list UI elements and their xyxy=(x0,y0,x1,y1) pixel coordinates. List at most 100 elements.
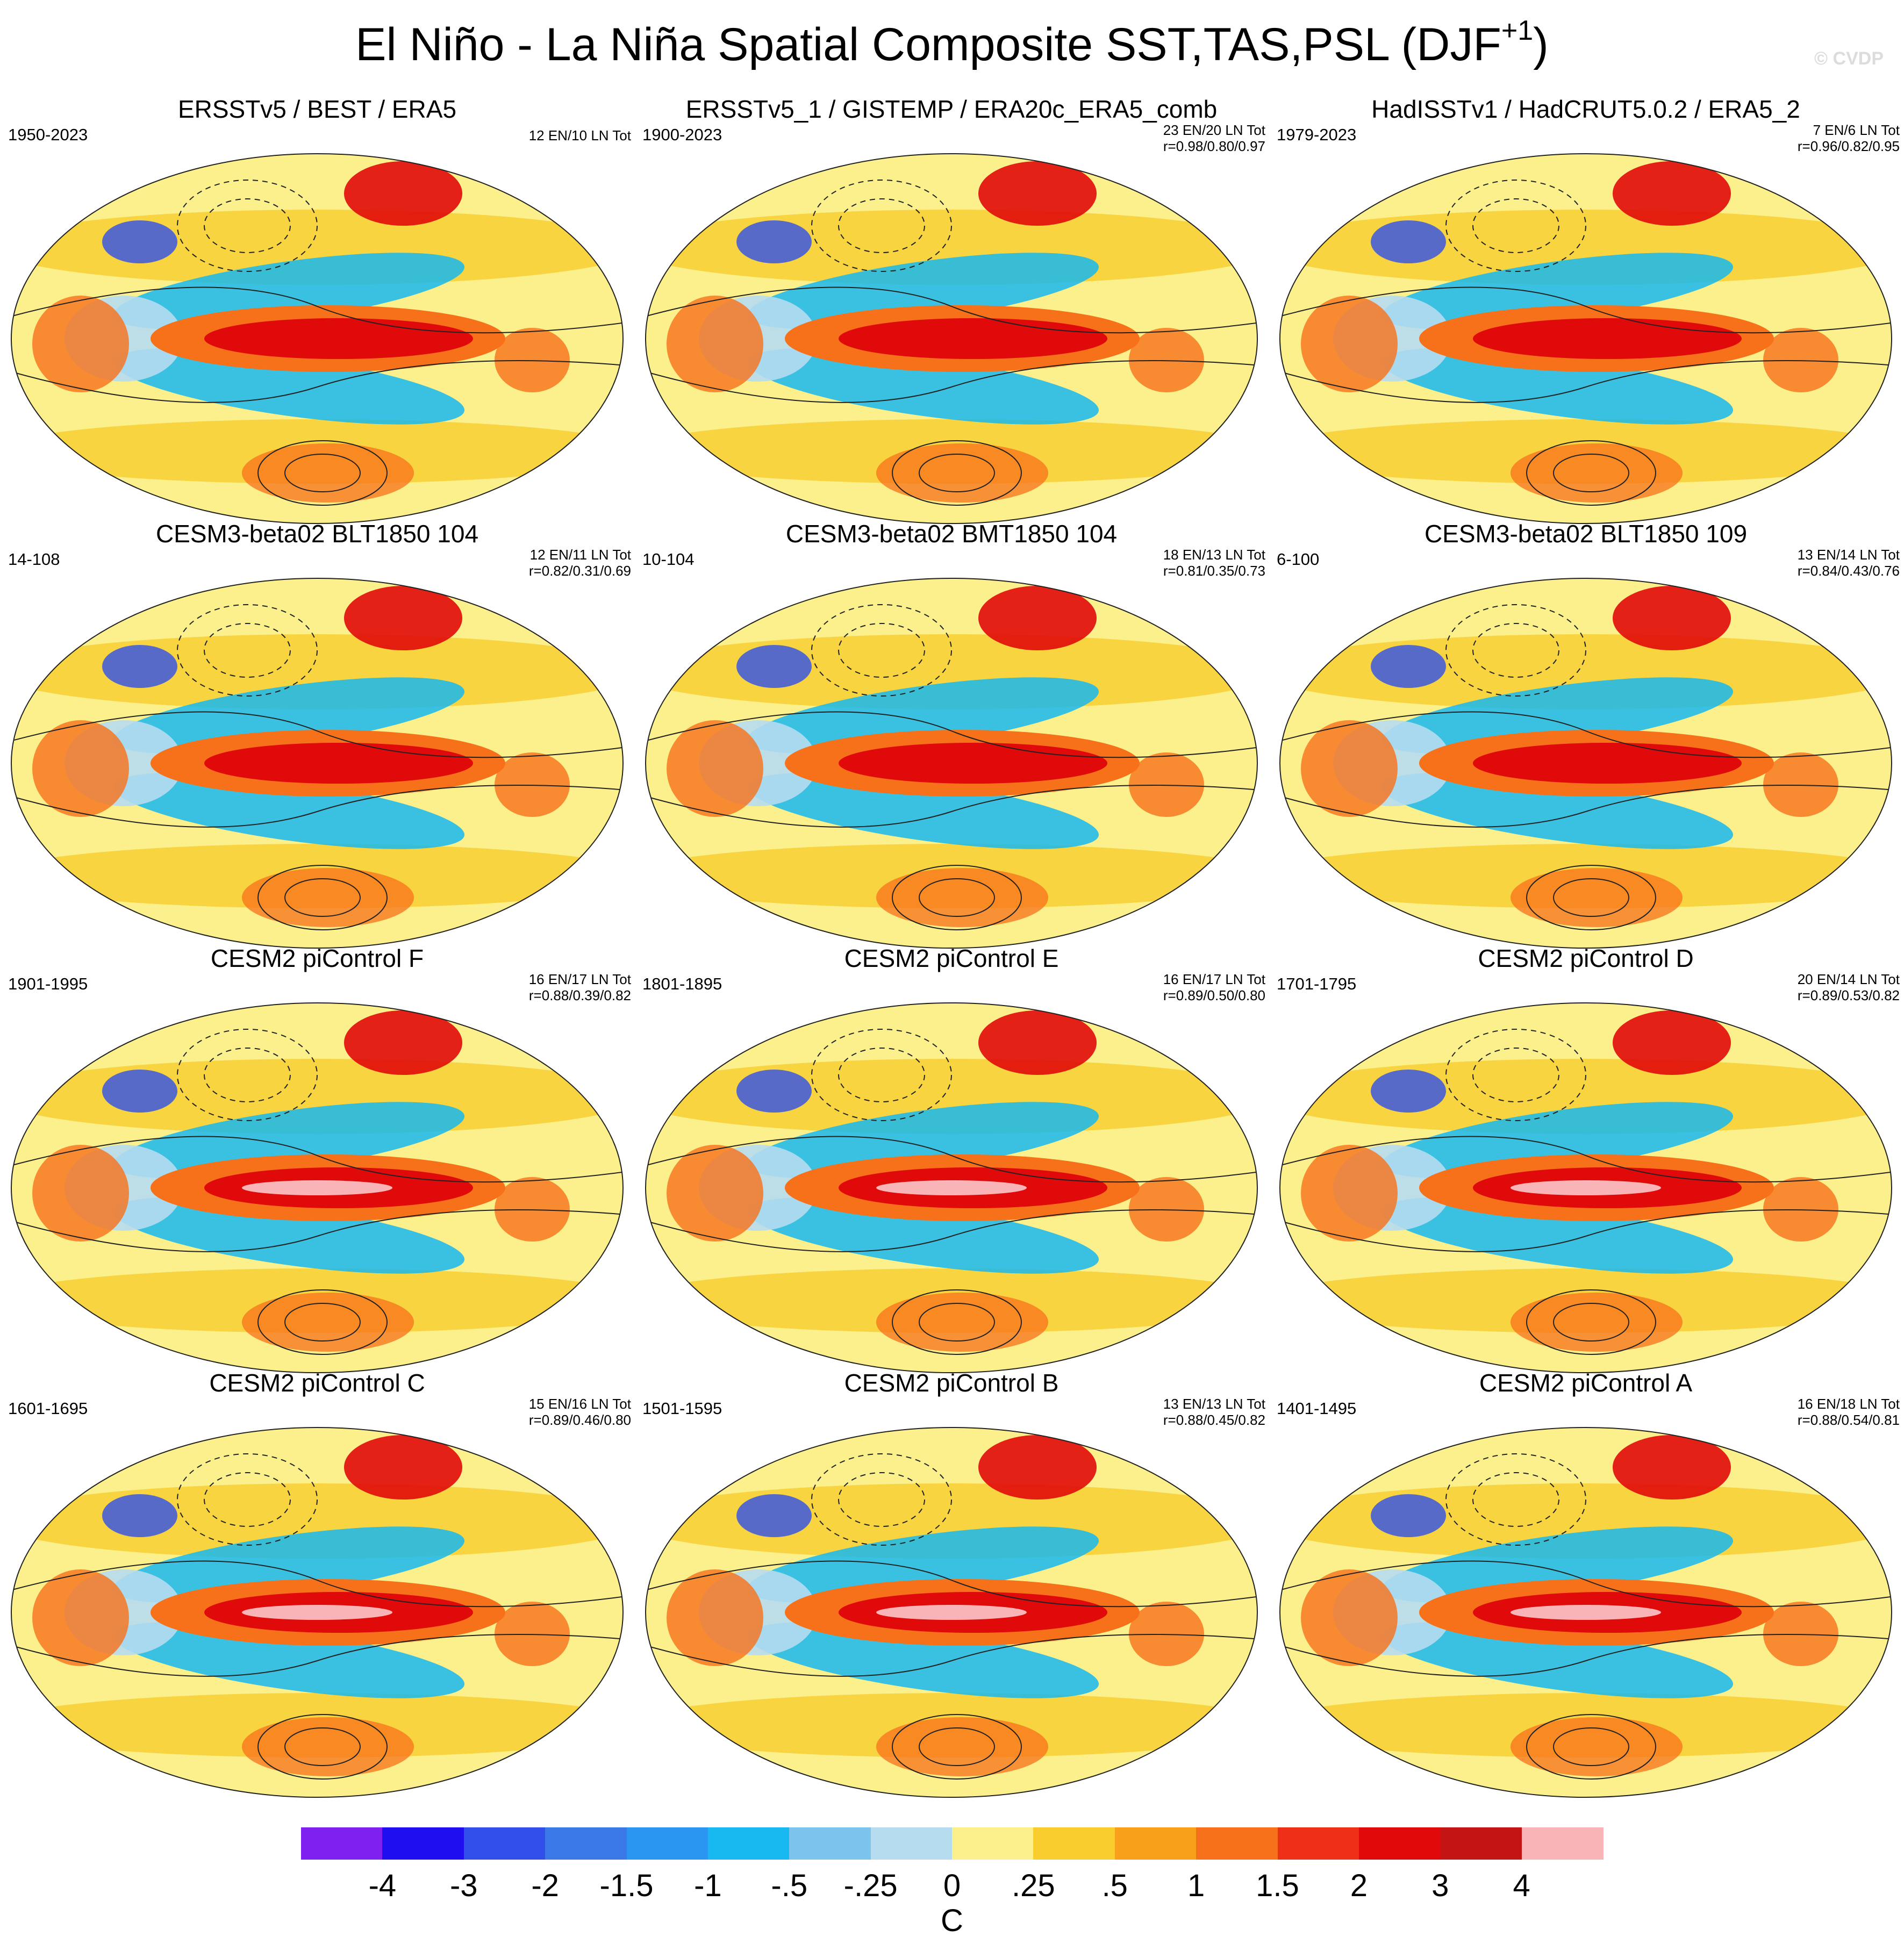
colorbar-unit: C xyxy=(941,1903,963,1938)
psl-contours xyxy=(1280,1453,1892,1780)
panel-period: 10-104 xyxy=(642,550,695,569)
panel-pattern-correlation: r=0.96/0.82/0.95 xyxy=(1797,138,1900,154)
panel-event-counts: 12 EN/10 LN Tot xyxy=(528,127,631,144)
map-panel: CESM2 piControl E 1801-1895 16 EN/17 LN To… xyxy=(634,943,1269,1373)
colorbar-tick-label: -.5 xyxy=(771,1868,808,1903)
panel-period: 1501-1595 xyxy=(642,1399,722,1418)
map-field xyxy=(11,1427,623,1797)
panel-pattern-correlation: r=0.88/0.39/0.82 xyxy=(528,987,631,1003)
map-panel: CESM2 piControl B 1501-1595 13 EN/13 LN To… xyxy=(634,1368,1269,1798)
panel-title: ERSSTv5_1 / GISTEMP / ERA20c_ERA5_comb xyxy=(685,95,1218,123)
colorbar-tick-label: -2 xyxy=(531,1868,559,1903)
panel-pattern-correlation: r=0.82/0.31/0.69 xyxy=(528,563,631,579)
panel-pattern-correlation: r=0.81/0.35/0.73 xyxy=(1163,563,1265,579)
map-panel: ERSSTv5 / BEST / ERA5 1950-2023 12 EN/10 L… xyxy=(0,94,634,524)
psl-contours xyxy=(11,180,623,506)
panel-period: 6-100 xyxy=(1277,550,1320,569)
panel-title: ERSSTv5 / BEST / ERA5 xyxy=(177,95,457,123)
panel-event-counts: 13 EN/14 LN Tot xyxy=(1797,547,1900,563)
psl-contours xyxy=(11,604,623,930)
robinson-map xyxy=(11,1427,624,1798)
panel-pattern-correlation: r=0.88/0.54/0.81 xyxy=(1797,1412,1900,1428)
map-outline xyxy=(645,1002,1258,1373)
map-field xyxy=(646,154,1257,523)
colorbar-segment xyxy=(382,1827,464,1860)
colorbar-tick-label: 1.5 xyxy=(1256,1868,1299,1903)
colorbar-tick-label: -1.5 xyxy=(599,1868,654,1903)
psl-contours xyxy=(646,180,1257,506)
panel-pattern-correlation: r=0.89/0.53/0.82 xyxy=(1797,987,1900,1003)
map-field xyxy=(1280,154,1892,523)
robinson-map xyxy=(645,1002,1258,1373)
panel-title: CESM3-beta02 BLT1850 109 xyxy=(1424,520,1748,548)
map-panel: CESM2 piControl D 1701-1795 20 EN/14 LN To… xyxy=(1269,943,1903,1373)
panel-period: 1801-1895 xyxy=(642,974,722,993)
title-text: El Niño - La Niña Spatial Composite SST,… xyxy=(355,19,1501,70)
map-outline xyxy=(1279,578,1892,949)
colorbar-segment xyxy=(301,1827,383,1860)
map-outline xyxy=(11,1427,624,1798)
panel-event-counts: 20 EN/14 LN Tot xyxy=(1797,971,1900,987)
robinson-map xyxy=(645,153,1258,524)
panel-event-counts: 12 EN/11 LN Tot xyxy=(529,547,631,563)
colorbar-tick-label: 2 xyxy=(1350,1868,1368,1903)
colorbar-tick-label: 4 xyxy=(1513,1868,1530,1903)
psl-contours xyxy=(11,1453,623,1780)
panel-pattern-correlation: r=0.89/0.46/0.80 xyxy=(528,1412,631,1428)
robinson-map xyxy=(11,1002,624,1373)
colorbar-segment xyxy=(626,1827,708,1860)
map-outline xyxy=(645,153,1258,524)
robinson-map xyxy=(1279,1427,1892,1798)
map-outline xyxy=(11,1002,624,1373)
panel-event-counts: 23 EN/20 LN Tot xyxy=(1163,122,1265,138)
panel-pattern-correlation: r=0.88/0.45/0.82 xyxy=(1163,1412,1265,1428)
robinson-map xyxy=(1279,1002,1892,1373)
colorbar-tick-label: 1 xyxy=(1187,1868,1205,1903)
colorbar-segment xyxy=(870,1827,953,1860)
map-panel: ERSSTv5_1 / GISTEMP / ERA20c_ERA5_comb 19… xyxy=(634,94,1269,524)
panel-title: CESM2 piControl A xyxy=(1479,1369,1693,1397)
map-panel: CESM3-beta02 BLT1850 109 6-100 13 EN/14 LN… xyxy=(1269,519,1903,949)
psl-contours xyxy=(1280,180,1892,506)
panel-event-counts: 15 EN/16 LN Tot xyxy=(528,1396,631,1412)
map-panel: CESM2 piControl F 1901-1995 16 EN/17 LN To… xyxy=(0,943,634,1373)
map-outline xyxy=(1279,1427,1892,1798)
panel-title: CESM3-beta02 BLT1850 104 xyxy=(155,520,479,548)
map-field xyxy=(1280,1003,1892,1373)
robinson-map xyxy=(645,578,1258,949)
colorbar-tick-label: -.25 xyxy=(843,1868,898,1903)
map-outline xyxy=(11,578,624,949)
colorbar-segment xyxy=(707,1827,790,1860)
colorbar-segment xyxy=(789,1827,871,1860)
robinson-map xyxy=(1279,578,1892,949)
panel-pattern-correlation: r=0.98/0.80/0.97 xyxy=(1163,138,1265,154)
map-panel: CESM2 piControl C 1601-1695 15 EN/16 LN To… xyxy=(0,1368,634,1798)
panel-period: 1901-1995 xyxy=(8,974,88,993)
cvdp-watermark: © CVDP xyxy=(1814,48,1884,69)
panel-title: CESM2 piControl E xyxy=(844,944,1059,972)
panel-period: 14-108 xyxy=(8,550,60,569)
colorbar-tick-label: 3 xyxy=(1431,1868,1449,1903)
title-close: ) xyxy=(1533,19,1549,70)
map-outline xyxy=(645,1427,1258,1798)
panel-period: 1900-2023 xyxy=(642,125,722,144)
psl-contours xyxy=(646,1029,1257,1355)
panel-title: CESM2 piControl C xyxy=(209,1369,425,1397)
panel-period: 1601-1695 xyxy=(8,1399,88,1418)
colorbar-tick-label: 0 xyxy=(943,1868,961,1903)
title-superscript: +1 xyxy=(1501,15,1534,46)
panel-event-counts: 13 EN/13 LN Tot xyxy=(1163,1396,1265,1412)
map-field xyxy=(646,1003,1257,1373)
psl-contours xyxy=(11,1029,623,1355)
panel-pattern-correlation: r=0.84/0.43/0.76 xyxy=(1797,563,1900,579)
colorbar-tick-label: -3 xyxy=(449,1868,478,1903)
colorbar-segment xyxy=(952,1827,1034,1860)
panel-period: 1401-1495 xyxy=(1277,1399,1357,1418)
map-field xyxy=(11,1003,623,1373)
colorbar-tick-label: -1 xyxy=(694,1868,722,1903)
map-field xyxy=(646,578,1257,948)
colorbar xyxy=(301,1827,1604,1860)
map-outline xyxy=(11,153,624,524)
psl-contours xyxy=(646,1453,1257,1780)
map-field xyxy=(1280,578,1892,948)
